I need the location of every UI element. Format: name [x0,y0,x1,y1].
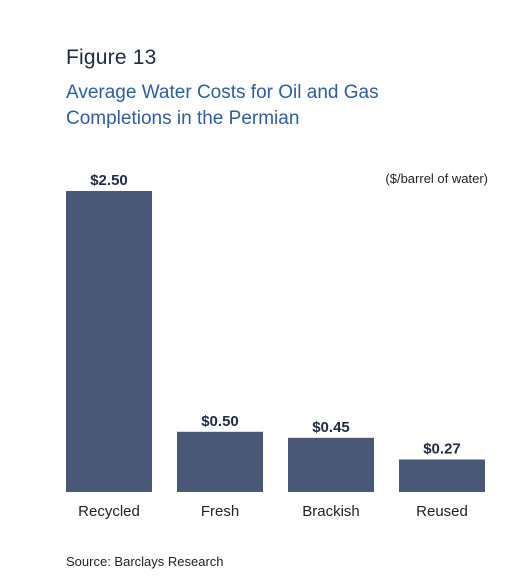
bar-reused [399,459,485,492]
bar-brackish [288,437,374,492]
unit-label: ($/barrel of water) [385,171,488,186]
data-label-brackish: $0.45 [312,419,350,436]
bar-recycled [66,191,152,492]
data-label-recycled: $2.50 [90,172,128,189]
figure-label: Figure 13 [66,46,157,69]
bar-fresh [177,431,263,492]
category-labels-group: Recycled Fresh Brackish Reused [78,503,468,520]
data-label-reused: $0.27 [423,440,461,457]
category-label-fresh: Fresh [201,503,239,520]
category-label-brackish: Brackish [302,503,360,520]
data-label-fresh: $0.50 [201,413,239,430]
data-labels-group: $2.50 $0.50 $0.45 $0.27 [90,172,461,457]
category-label-reused: Reused [416,503,468,520]
category-label-recycled: Recycled [78,503,140,520]
chart-title: Average Water Costs for Oil and Gas Comp… [66,82,379,129]
source-note: Source: Barclays Research [66,554,224,569]
bars-group [66,191,485,492]
